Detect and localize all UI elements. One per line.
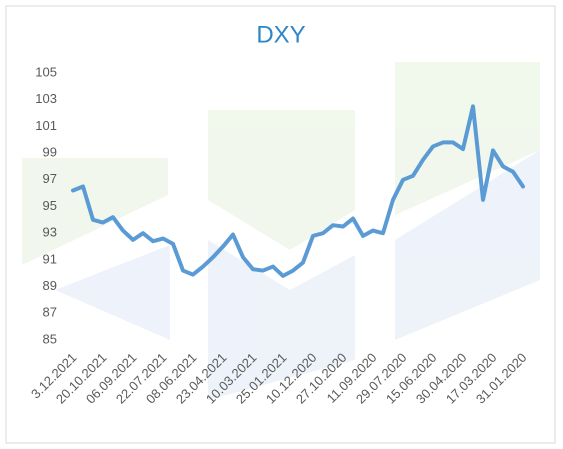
line-series (71, 104, 525, 278)
y-tick-label: 85 (43, 331, 57, 346)
y-tick-label: 101 (35, 118, 57, 133)
y-tick-label: 99 (43, 145, 57, 160)
y-tick-label: 91 (43, 251, 57, 266)
y-tick-label: 95 (43, 198, 57, 213)
y-tick-label: 103 (35, 91, 57, 106)
y-tick-label: 87 (43, 305, 57, 320)
y-tick-label: 89 (43, 278, 57, 293)
chart-title: DXY (256, 21, 305, 48)
y-tick-label: 97 (43, 171, 57, 186)
y-tick-label: 93 (43, 225, 57, 240)
y-tick-label: 105 (35, 64, 57, 79)
